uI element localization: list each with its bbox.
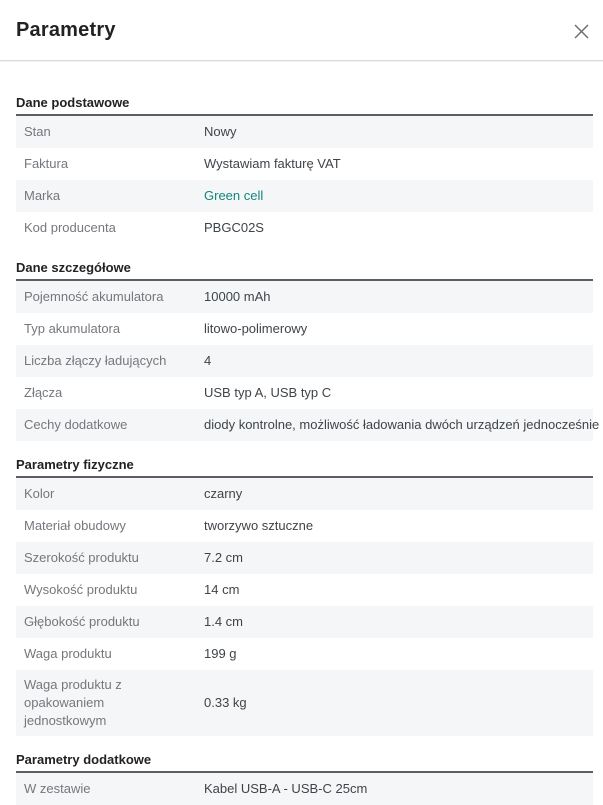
row-value: PBGC02S [204,220,264,235]
row-label: Marka [24,188,61,203]
row-value: Kabel USB-A - USB-C 25cm [204,781,368,796]
row-value: 0.33 kg [204,695,247,710]
param-section: Parametry fizyczne Kolor czarny Materiał ob… [16,457,593,736]
row-value: tworzywo sztuczne [204,518,314,533]
table-row: Liczba złączy ładujących 4 [16,345,593,377]
row-label: Szerokość produktu [24,550,139,565]
row-label: Cechy dodatkowe [24,417,128,432]
row-value: 14 cm [204,582,240,597]
section-title: Dane szczegółowe [16,260,593,281]
row-label: Złącza [24,385,63,400]
row-label: Stan [24,124,51,139]
row-value: 199 g [204,646,237,661]
param-section: Parametry dodatkowe W zestawie Kabel USB-A… [16,752,593,805]
param-section: Dane szczegółowe Pojemność akumulatora 100… [16,260,599,441]
table-row: Kolor czarny [16,478,593,510]
row-value: USB typ A, USB typ C [204,385,332,400]
table-row: Złącza USB typ A, USB typ C [16,377,593,409]
row-label: Materiał obudowy [24,518,126,533]
row-label: Wysokość produktu [24,582,138,597]
section-title: Dane podstawowe [16,95,593,116]
row-value: Wystawiam fakturę VAT [204,156,341,171]
table-row: Materiał obudowy tworzywo sztuczne [16,510,593,542]
table-row: Marka Green cell [16,180,593,212]
table-row: Głębokość produktu 1.4 cm [16,606,593,638]
brand-link[interactable]: Green cell [204,188,264,203]
table-row: W zestawie Kabel USB-A - USB-C 25cm [16,773,593,805]
row-label: W zestawie [24,781,91,796]
row-value: diody kontrolne, możliwość ładowania dwó… [204,417,600,432]
row-value: litowo-polimerowy [204,321,308,336]
table-row: Typ akumulatora litowo-polimerowy [16,313,593,345]
row-value: 1.4 cm [204,614,244,629]
table-row: Wysokość produktu 14 cm [16,574,593,606]
row-value: czarny [204,486,243,501]
row-label: Pojemność akumulatora [24,289,164,304]
row-label: Liczba złączy ładujących [24,353,167,368]
table-row: Cechy dodatkowe diody kontrolne, możliwoś… [16,409,599,441]
table-row: Stan Nowy [16,116,593,148]
close-icon [573,23,589,39]
row-label: Głębokość produktu [24,614,140,629]
table-row: Waga produktu z opakowaniem jednostkowym… [16,670,593,736]
table-row: Waga produktu 199 g [16,638,593,670]
section-title: Parametry dodatkowe [16,752,593,773]
row-label: Waga produktu z opakowaniem jednostkowym [24,677,122,728]
row-label: Faktura [24,156,69,171]
row-label: Waga produktu [24,646,112,661]
table-row: Pojemność akumulatora 10000 mAh [16,281,593,313]
row-value: 10000 mAh [204,289,271,304]
row-value: 4 [204,353,212,368]
table-row: Kod producenta PBGC02S [16,212,593,244]
page-title: Parametry [16,18,116,41]
table-row: Faktura Wystawiam fakturę VAT [16,148,593,180]
table-row: Szerokość produktu 7.2 cm [16,542,593,574]
close-button[interactable] [567,17,595,45]
param-section: Dane podstawowe Stan Nowy Faktura Wystawiam … [16,95,593,244]
section-title: Parametry fizyczne [16,457,593,478]
modal-header: Parametry [0,0,603,61]
row-value: Nowy [204,124,237,139]
parameters-list: Dane podstawowe Stan Nowy Faktura Wystawiam … [0,61,603,805]
row-label: Kolor [24,486,55,501]
row-label: Kod producenta [24,220,116,235]
row-value: 7.2 cm [204,550,244,565]
row-label: Typ akumulatora [24,321,121,336]
